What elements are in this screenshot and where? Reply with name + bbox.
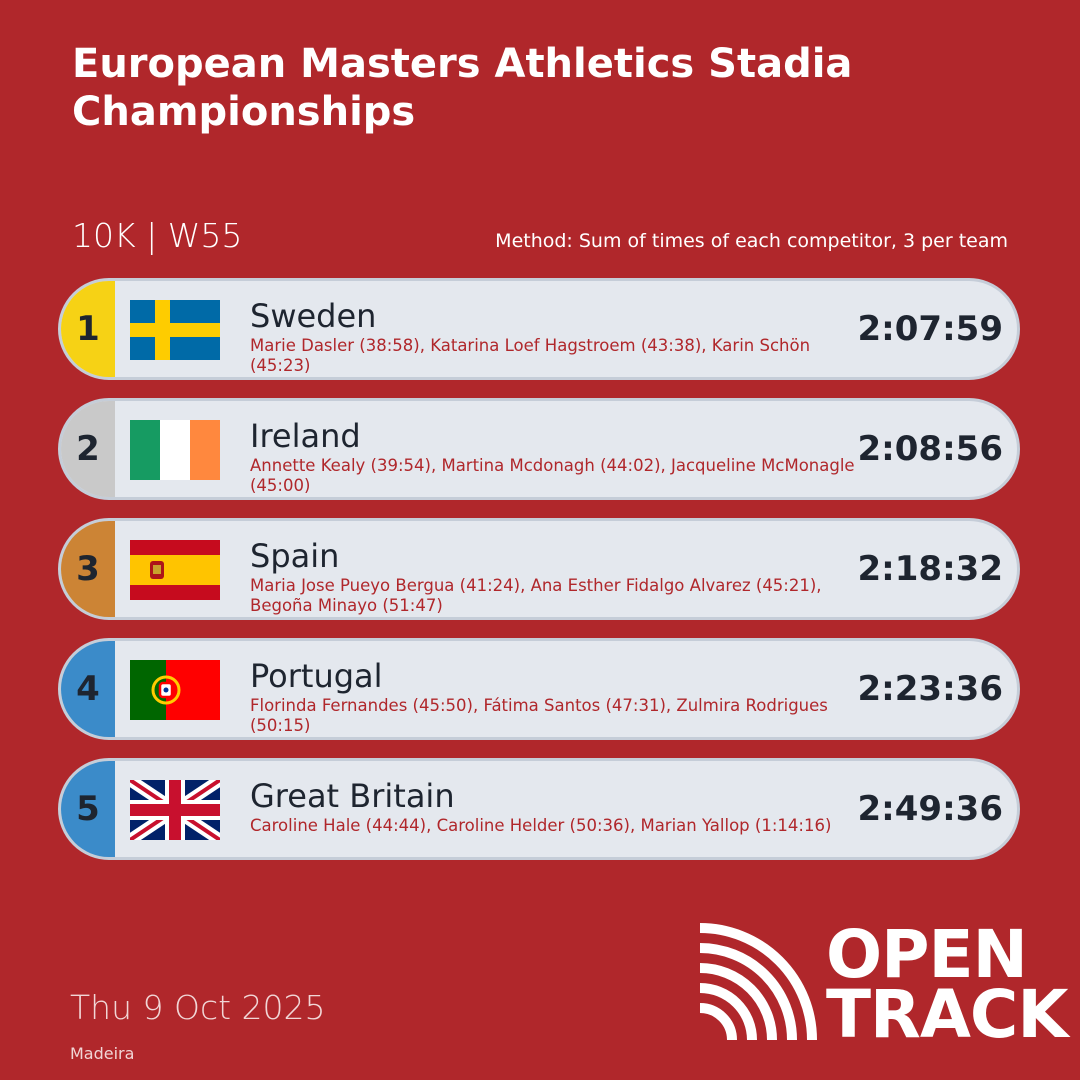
team-time: 2:18:32	[857, 549, 1003, 589]
athletes: Marie Dasler (38:58), Katarina Loef Hags…	[250, 336, 811, 375]
event: 10K | W55	[72, 216, 243, 255]
athletes: Maria Jose Pueyo Bergua (41:24), Ana Est…	[250, 576, 822, 615]
flag	[130, 300, 220, 360]
country: Sweden	[250, 297, 377, 335]
result-row: 1 Sweden Marie Dasler (38:58), Katarina Lo…	[58, 278, 1020, 380]
country: Great Britain	[250, 777, 455, 815]
flag	[130, 660, 220, 720]
rank: 2	[61, 401, 115, 497]
result-row: 3 Spain Maria Jose Pueyo Bergua (41:24), A…	[58, 518, 1020, 620]
rank: 5	[61, 761, 115, 857]
location: Madeira	[70, 1044, 135, 1063]
result-row: 4 Portugal Florinda Fernandes (45:50), Fát…	[58, 638, 1020, 740]
flag	[130, 780, 220, 840]
rank: 3	[61, 521, 115, 617]
athletes: Annette Kealy (39:54), Martina Mcdonagh …	[250, 456, 855, 495]
rank: 4	[61, 641, 115, 737]
logo-text: TRACK	[826, 976, 1069, 1053]
team-time: 2:07:59	[857, 309, 1003, 349]
rank: 1	[61, 281, 115, 377]
athletes: Caroline Hale (44:44), Caroline Helder (…	[250, 816, 832, 835]
country: Portugal	[250, 657, 383, 695]
logo-text: OPEN	[826, 916, 1028, 993]
method: Method: Sum of times of each competitor,…	[495, 230, 1008, 252]
result-row: 5 Great Britain Caroline Hale (44:44), Car…	[58, 758, 1020, 860]
athletes: Florinda Fernandes (45:50), Fátima Santo…	[250, 696, 828, 735]
team-time: 2:23:36	[857, 669, 1003, 709]
team-time: 2:49:36	[857, 789, 1003, 829]
team-time: 2:08:56	[857, 429, 1003, 469]
title: European Masters Athletics Stadia Champi…	[72, 41, 853, 135]
country: Ireland	[250, 417, 361, 455]
result-row: 2 Ireland Annette Kealy (39:54), Martina M…	[58, 398, 1020, 500]
logo-mark	[699, 923, 817, 1041]
country: Spain	[250, 537, 340, 575]
flag	[130, 420, 220, 480]
flag	[130, 540, 220, 600]
date: Thu 9 Oct 2025	[70, 988, 326, 1027]
